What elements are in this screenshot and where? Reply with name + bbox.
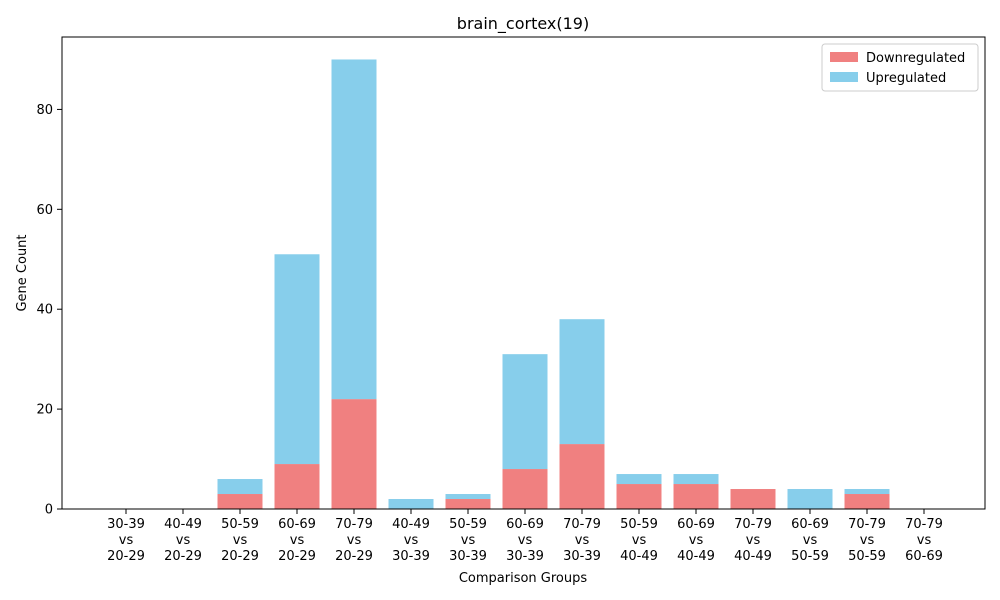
legend: Downregulated Upregulated <box>821 43 979 92</box>
bar-upregulated-2 <box>217 479 263 495</box>
bar-downregulated-9 <box>616 484 662 509</box>
bar-downregulated-2 <box>217 494 263 509</box>
bar-upregulated-6 <box>445 494 491 500</box>
bar-upregulated-4 <box>331 59 377 400</box>
bars-group <box>217 59 890 509</box>
plot-frame <box>61 36 986 510</box>
x-tick-label-11: 70-79 vs 40-49 <box>734 517 772 564</box>
x-tick-label-8: 70-79 vs 30-39 <box>563 517 601 564</box>
x-tick-label-7: 60-69 vs 30-39 <box>506 517 544 564</box>
bar-upregulated-12 <box>787 489 833 509</box>
bar-upregulated-7 <box>502 354 548 470</box>
chart-title: brain_cortex(19) <box>457 14 589 34</box>
x-tick-label-2: 50-59 vs 20-29 <box>221 517 259 564</box>
x-tick-label-12: 60-69 vs 50-59 <box>791 517 829 564</box>
bar-downregulated-8 <box>559 444 605 509</box>
legend-label-downregulated: Downregulated <box>866 51 965 66</box>
y-axis-label: Gene Count <box>15 234 30 311</box>
bar-downregulated-7 <box>502 469 548 509</box>
bar-upregulated-10 <box>673 474 719 485</box>
x-tick-label-1: 40-49 vs 20-29 <box>164 517 202 564</box>
x-tick-label-10: 60-69 vs 40-49 <box>677 517 715 564</box>
legend-swatch-upregulated <box>830 72 858 82</box>
legend-label-upregulated: Upregulated <box>866 71 946 86</box>
bar-upregulated-3 <box>274 254 320 465</box>
x-axis: 30-39 vs 20-29 40-49 vs 20-29 50-59 vs 20-29 60-6… <box>107 509 943 564</box>
bar-downregulated-11 <box>730 489 776 509</box>
bar-downregulated-4 <box>331 399 377 509</box>
y-tick-label-60: 60 <box>36 203 53 218</box>
y-axis: 0 20 40 60 80 <box>36 103 62 518</box>
x-tick-label-13: 70-79 vs 50-59 <box>848 517 886 564</box>
bar-upregulated-13 <box>844 489 890 495</box>
y-tick-label-0: 0 <box>45 503 53 518</box>
bar-upregulated-9 <box>616 474 662 485</box>
bar-downregulated-13 <box>844 494 890 509</box>
bar-downregulated-6 <box>445 499 491 509</box>
bar-downregulated-3 <box>274 464 320 509</box>
y-tick-label-80: 80 <box>36 103 53 118</box>
x-tick-label-0: 30-39 vs 20-29 <box>107 517 145 564</box>
x-tick-label-9: 50-59 vs 40-49 <box>620 517 658 564</box>
bar-upregulated-5 <box>388 499 434 509</box>
legend-frame <box>821 43 979 92</box>
y-tick-label-40: 40 <box>36 303 53 318</box>
x-tick-label-5: 40-49 vs 30-39 <box>392 517 430 564</box>
y-tick-label-20: 20 <box>36 403 53 418</box>
x-tick-label-14: 70-79 vs 60-69 <box>905 517 943 564</box>
x-tick-label-3: 60-69 vs 20-29 <box>278 517 316 564</box>
bar-upregulated-8 <box>559 319 605 445</box>
legend-swatch-downregulated <box>830 52 858 62</box>
bar-downregulated-10 <box>673 484 719 509</box>
x-axis-label: Comparison Groups <box>459 571 588 586</box>
x-tick-label-4: 70-79 vs 20-29 <box>335 517 373 564</box>
x-tick-label-6: 50-59 vs 30-39 <box>449 517 487 564</box>
